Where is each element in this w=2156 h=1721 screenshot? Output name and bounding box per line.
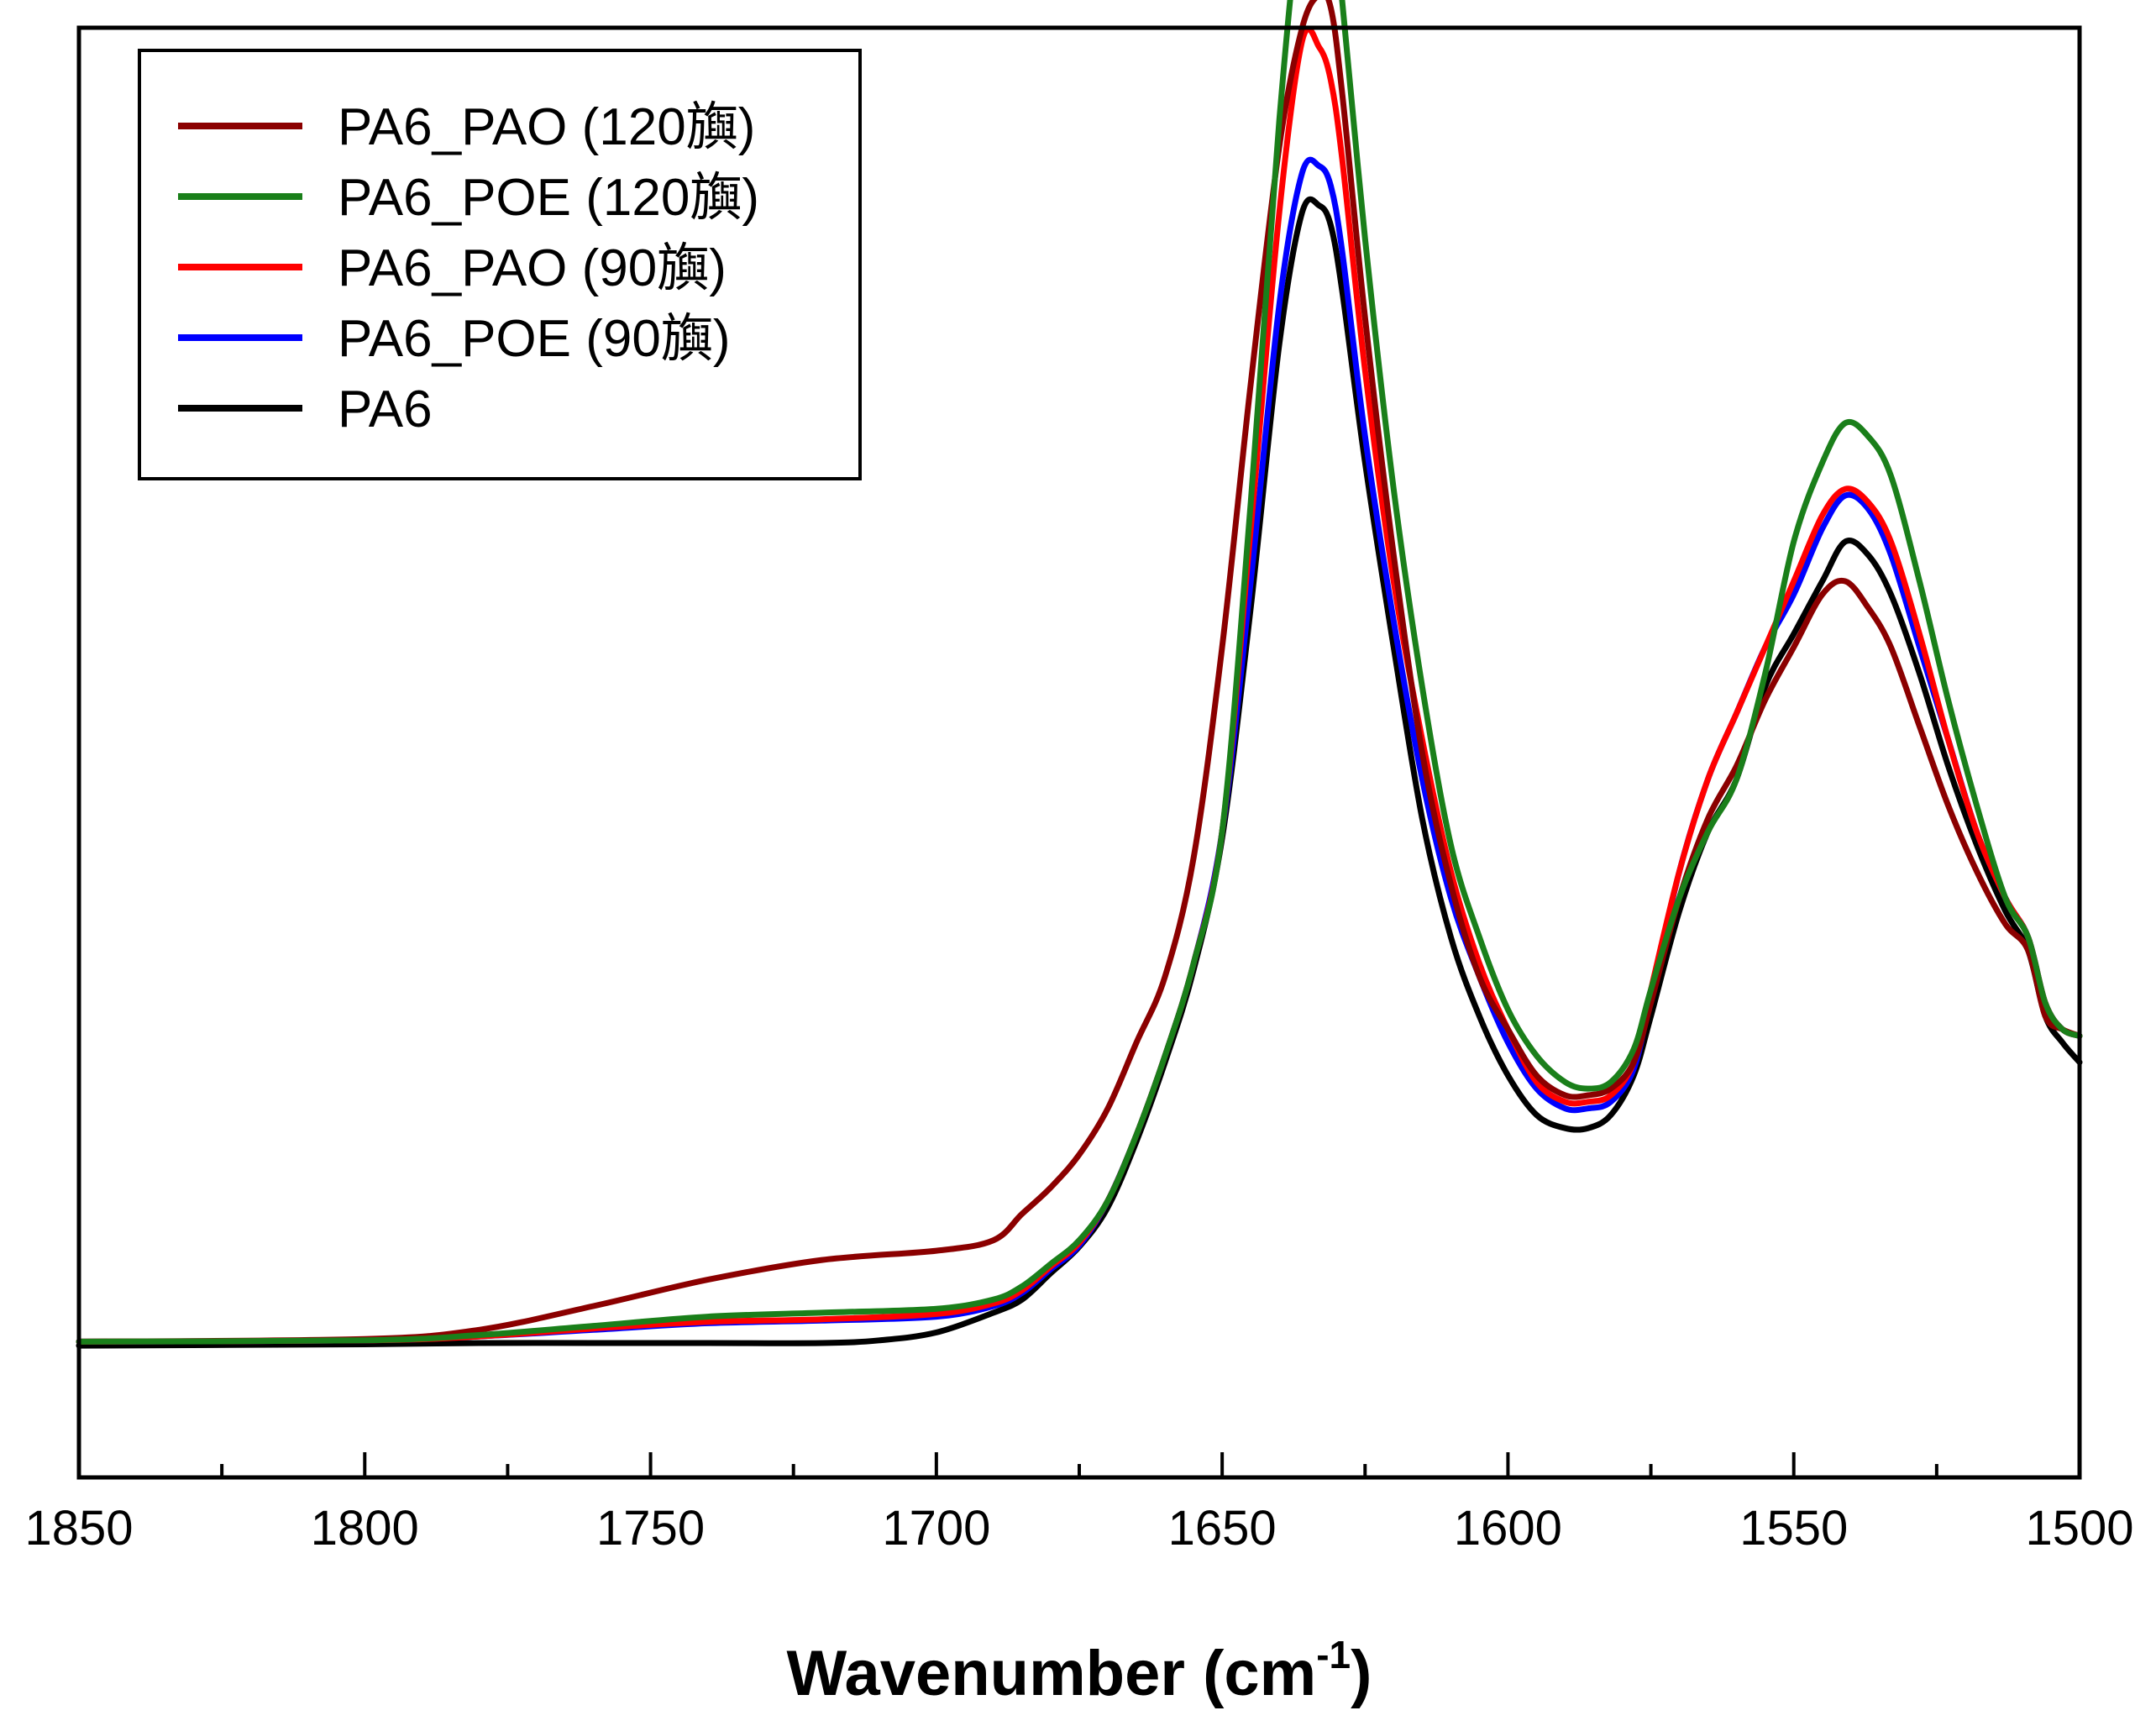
x-axis-title: Wavenumber (cm-1) — [787, 1633, 1372, 1709]
legend-label: PA6_POE (90旟) — [338, 310, 730, 368]
series-layer — [76, 0, 2083, 1349]
x-tick-label: 1550 — [1739, 1501, 1848, 1556]
legend-items: PA6_PAO (120旟) PA6_POE (120旟) PA6_PAO (90旟… — [178, 98, 759, 438]
x-tick-label: 1650 — [1168, 1501, 1277, 1556]
x-axis-ticks: 1850 1800 1750 1700 1650 1600 1550 1500 — [24, 1452, 2134, 1556]
x-tick-label: 1750 — [596, 1501, 705, 1556]
series-line-4 — [76, 196, 2083, 1349]
x-tick-label: 1850 — [24, 1501, 133, 1556]
x-tick-label: 1600 — [1454, 1501, 1562, 1556]
legend-label: PA6 — [338, 380, 433, 438]
series-line-2 — [76, 25, 2083, 1345]
x-axis-title-superscript: -1 — [1316, 1633, 1351, 1676]
series-line-1 — [76, 0, 2083, 1345]
x-axis-title-close: ) — [1351, 1638, 1372, 1709]
series-line-0 — [76, 0, 2083, 1345]
x-tick-label: 1700 — [882, 1501, 990, 1556]
legend: PA6_PAO (120旟) PA6_POE (120旟) PA6_PAO (90旟… — [138, 49, 862, 480]
legend-label: PA6_PAO (90旟) — [338, 239, 727, 297]
x-tick-label: 1500 — [2025, 1501, 2133, 1556]
legend-label: PA6_PAO (120旟) — [338, 98, 755, 156]
x-tick-label: 1800 — [311, 1501, 419, 1556]
legend-label: PA6_POE (120旟) — [338, 169, 759, 227]
